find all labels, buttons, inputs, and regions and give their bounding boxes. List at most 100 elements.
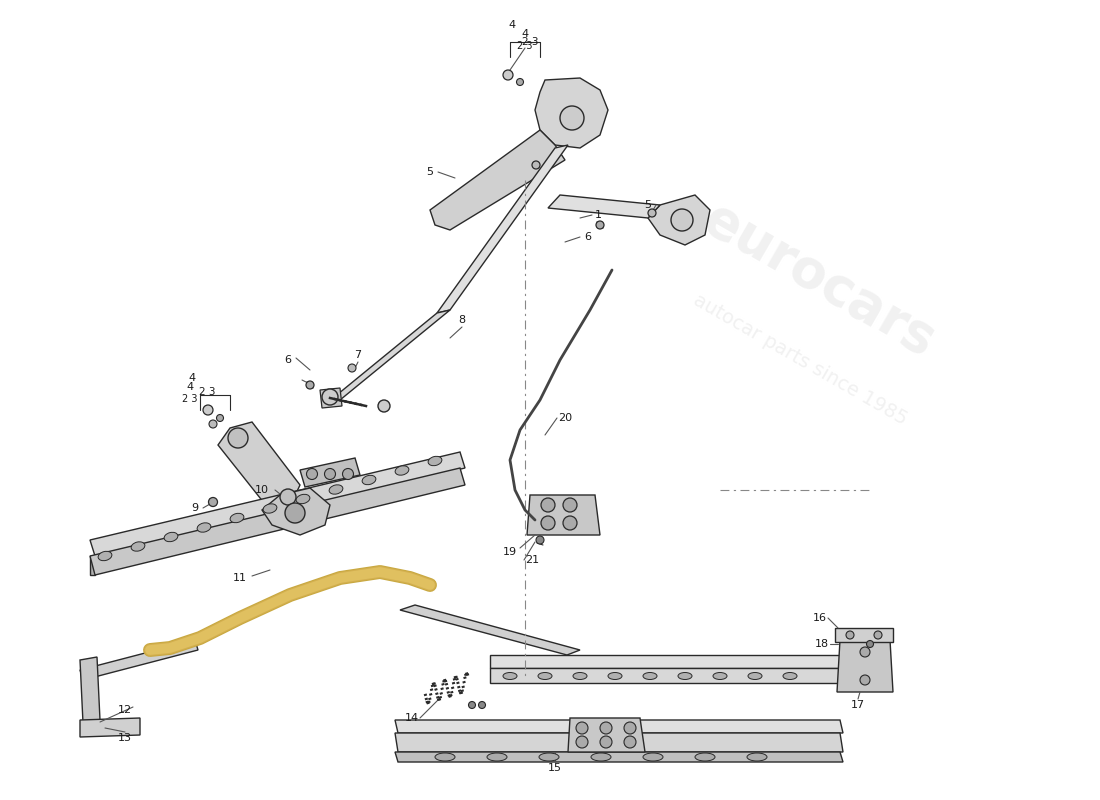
Circle shape xyxy=(560,106,584,130)
Ellipse shape xyxy=(296,494,310,504)
Text: eurocars: eurocars xyxy=(695,193,945,367)
Text: 12: 12 xyxy=(118,705,132,715)
Polygon shape xyxy=(648,195,710,245)
Circle shape xyxy=(576,722,588,734)
Text: 4: 4 xyxy=(521,29,529,39)
Text: 6: 6 xyxy=(285,355,292,365)
Ellipse shape xyxy=(395,466,409,475)
Circle shape xyxy=(563,516,578,530)
Text: autocar parts since 1985: autocar parts since 1985 xyxy=(690,291,910,429)
Ellipse shape xyxy=(644,753,663,761)
Text: 21: 21 xyxy=(525,555,539,565)
Text: 4: 4 xyxy=(508,20,516,30)
Text: 9: 9 xyxy=(191,503,199,513)
Text: 7: 7 xyxy=(354,350,362,360)
Circle shape xyxy=(209,420,217,428)
Circle shape xyxy=(600,736,612,748)
Circle shape xyxy=(285,503,305,523)
Circle shape xyxy=(217,414,223,422)
Ellipse shape xyxy=(197,523,211,532)
Ellipse shape xyxy=(747,753,767,761)
Circle shape xyxy=(348,364,356,372)
Circle shape xyxy=(541,498,556,512)
Circle shape xyxy=(324,469,336,479)
Text: 17: 17 xyxy=(851,700,865,710)
Text: 20: 20 xyxy=(558,413,572,423)
Circle shape xyxy=(536,536,544,544)
Circle shape xyxy=(517,78,524,86)
Ellipse shape xyxy=(713,673,727,679)
Circle shape xyxy=(478,702,485,709)
Ellipse shape xyxy=(434,753,455,761)
Polygon shape xyxy=(80,657,100,723)
Polygon shape xyxy=(430,130,565,230)
Text: 13: 13 xyxy=(118,733,132,743)
Polygon shape xyxy=(300,458,360,487)
Circle shape xyxy=(624,722,636,734)
Ellipse shape xyxy=(783,673,798,679)
Circle shape xyxy=(209,498,218,506)
Text: 18: 18 xyxy=(815,639,829,649)
Polygon shape xyxy=(80,718,140,737)
Circle shape xyxy=(563,498,578,512)
Ellipse shape xyxy=(131,542,145,551)
Circle shape xyxy=(532,161,540,169)
Circle shape xyxy=(596,221,604,229)
Ellipse shape xyxy=(487,753,507,761)
Circle shape xyxy=(342,469,353,479)
Circle shape xyxy=(874,631,882,639)
Text: 2 3: 2 3 xyxy=(183,394,198,404)
Text: 16: 16 xyxy=(813,613,827,623)
Ellipse shape xyxy=(678,673,692,679)
Polygon shape xyxy=(218,422,300,508)
Ellipse shape xyxy=(538,673,552,679)
Polygon shape xyxy=(395,733,843,752)
Text: 4: 4 xyxy=(186,382,194,392)
Ellipse shape xyxy=(608,673,622,679)
Circle shape xyxy=(541,516,556,530)
Polygon shape xyxy=(837,640,893,692)
Ellipse shape xyxy=(591,753,611,761)
Ellipse shape xyxy=(329,485,343,494)
Polygon shape xyxy=(400,605,580,655)
Circle shape xyxy=(860,647,870,657)
Text: 4: 4 xyxy=(188,373,196,383)
Polygon shape xyxy=(90,468,465,575)
Text: 5: 5 xyxy=(427,167,433,177)
Circle shape xyxy=(469,702,475,709)
Circle shape xyxy=(228,428,248,448)
Polygon shape xyxy=(437,145,568,313)
Text: 15: 15 xyxy=(548,763,562,773)
Circle shape xyxy=(576,736,588,748)
Circle shape xyxy=(307,469,318,479)
Text: 5: 5 xyxy=(645,200,651,210)
Polygon shape xyxy=(80,640,198,680)
Ellipse shape xyxy=(539,753,559,761)
Circle shape xyxy=(860,675,870,685)
Ellipse shape xyxy=(230,514,244,522)
Ellipse shape xyxy=(428,456,442,466)
Ellipse shape xyxy=(98,551,112,561)
Text: 2 3: 2 3 xyxy=(517,41,532,51)
Circle shape xyxy=(648,209,656,217)
Polygon shape xyxy=(395,752,843,762)
Polygon shape xyxy=(548,195,660,218)
Text: 2 3: 2 3 xyxy=(521,37,538,47)
Polygon shape xyxy=(535,78,608,148)
Circle shape xyxy=(846,631,854,639)
Text: 10: 10 xyxy=(255,485,270,495)
Circle shape xyxy=(204,405,213,415)
Text: 11: 11 xyxy=(233,573,248,583)
Circle shape xyxy=(624,736,636,748)
Ellipse shape xyxy=(263,504,277,513)
Polygon shape xyxy=(327,310,450,403)
Circle shape xyxy=(600,722,612,734)
Polygon shape xyxy=(835,628,893,642)
Text: 6: 6 xyxy=(584,232,592,242)
Circle shape xyxy=(306,381,313,389)
Circle shape xyxy=(867,641,873,647)
Text: 2 3: 2 3 xyxy=(199,387,216,397)
Circle shape xyxy=(671,209,693,231)
Polygon shape xyxy=(90,452,465,556)
Circle shape xyxy=(322,389,338,405)
